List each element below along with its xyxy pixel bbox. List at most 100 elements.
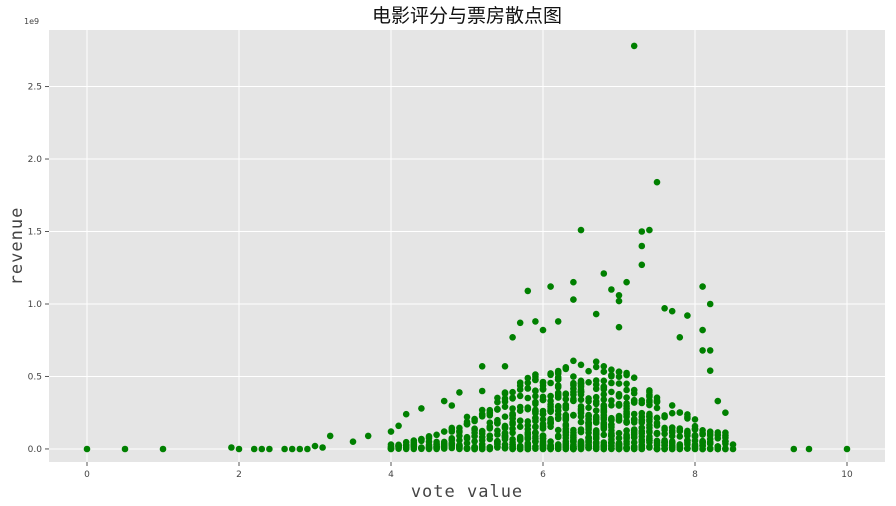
scatter-point — [623, 403, 630, 410]
scatter-point — [456, 389, 463, 396]
scatter-point — [631, 374, 638, 381]
scatter-point — [608, 430, 615, 437]
y-tick-label: 1.0 — [28, 300, 43, 310]
scatter-point — [578, 443, 585, 450]
scatter-point — [601, 363, 608, 370]
scatter-point — [487, 446, 494, 453]
scatter-point — [654, 445, 661, 452]
scatter-point — [692, 416, 699, 423]
x-tick-label: 0 — [84, 470, 90, 480]
scatter-point — [631, 390, 638, 397]
scatter-point — [661, 425, 668, 432]
scatter-point — [646, 397, 653, 404]
scatter-point — [684, 312, 691, 319]
y-axis-label: revenue — [7, 207, 27, 286]
scatter-point — [517, 382, 524, 389]
scatter-point — [661, 443, 668, 450]
scatter-point — [479, 413, 486, 420]
scatter-point — [707, 446, 714, 453]
scatter-point — [669, 446, 676, 453]
scatter-point — [684, 439, 691, 446]
scatter-point — [555, 382, 562, 389]
x-axis-label: vote value — [411, 482, 523, 502]
scatter-point — [669, 308, 676, 315]
scatter-point — [494, 399, 501, 406]
scatter-point — [525, 288, 532, 295]
scatter-point — [388, 428, 395, 435]
scatter-point — [502, 363, 509, 370]
scatter-point — [449, 425, 456, 432]
scatter-point — [623, 381, 630, 388]
scatter-point — [616, 430, 623, 437]
scatter-point — [327, 433, 334, 440]
scatter-point — [570, 430, 577, 437]
scatter-point — [304, 446, 311, 453]
scatter-point — [532, 388, 539, 395]
scatter-point — [555, 394, 562, 401]
scatter-point — [616, 441, 623, 448]
scatter-point — [502, 445, 509, 452]
scatter-point — [601, 446, 608, 453]
scatter-point — [540, 379, 547, 386]
scatter-point — [639, 243, 646, 250]
scatter-point — [608, 424, 615, 431]
scatter-point — [487, 412, 494, 419]
scatter-point — [585, 404, 592, 411]
scatter-point — [623, 419, 630, 426]
scatter-point — [692, 432, 699, 439]
scatter-point — [479, 443, 486, 450]
scatter-point — [509, 446, 516, 453]
scatter-point — [312, 443, 319, 450]
scatter-point — [502, 413, 509, 420]
scatter-point — [669, 410, 676, 417]
scatter-point — [654, 420, 661, 427]
x-tick-label: 4 — [388, 470, 394, 480]
scatter-point — [570, 296, 577, 303]
scatter-point — [532, 377, 539, 384]
scatter-point — [616, 401, 623, 408]
scatter-point — [517, 393, 524, 400]
scatter-point — [616, 298, 623, 305]
scatter-point — [585, 368, 592, 375]
scatter-point — [639, 424, 646, 431]
scatter-point — [517, 418, 524, 425]
scatter-point — [563, 402, 570, 409]
scatter-point — [456, 442, 463, 449]
scatter-point — [441, 439, 448, 446]
scatter-point — [631, 446, 638, 453]
scatter-point — [547, 420, 554, 427]
scatter-point — [517, 443, 524, 450]
scatter-point — [525, 385, 532, 392]
scatter-point — [585, 420, 592, 427]
scatter-point — [228, 444, 235, 451]
y-tick-label: 2.5 — [28, 83, 42, 93]
scatter-point — [715, 446, 722, 453]
scatter-point — [601, 383, 608, 390]
scatter-point — [623, 372, 630, 379]
scatter-point — [677, 409, 684, 416]
scatter-point — [692, 423, 699, 430]
scatter-point — [631, 398, 638, 405]
scatter-point — [585, 412, 592, 419]
scatter-point — [532, 318, 539, 325]
scatter-point — [616, 380, 623, 387]
scatter-point — [677, 445, 684, 452]
scatter-point — [578, 429, 585, 436]
scatter-point — [616, 393, 623, 400]
scatter-point — [707, 428, 714, 435]
scatter-point — [525, 380, 532, 387]
scatter-point — [555, 318, 562, 325]
scatter-point — [570, 382, 577, 389]
scatter-point — [654, 179, 661, 186]
scatter-point — [563, 423, 570, 430]
scatter-point — [578, 227, 585, 234]
scatter-point — [639, 417, 646, 424]
scatter-point — [532, 443, 539, 450]
scatter-point — [555, 370, 562, 377]
scatter-point — [593, 445, 600, 452]
scatter-point — [251, 446, 258, 453]
scatter-point — [646, 444, 653, 451]
scatter-point — [525, 418, 532, 425]
scatter-point — [844, 446, 851, 453]
scatter-point — [608, 372, 615, 379]
